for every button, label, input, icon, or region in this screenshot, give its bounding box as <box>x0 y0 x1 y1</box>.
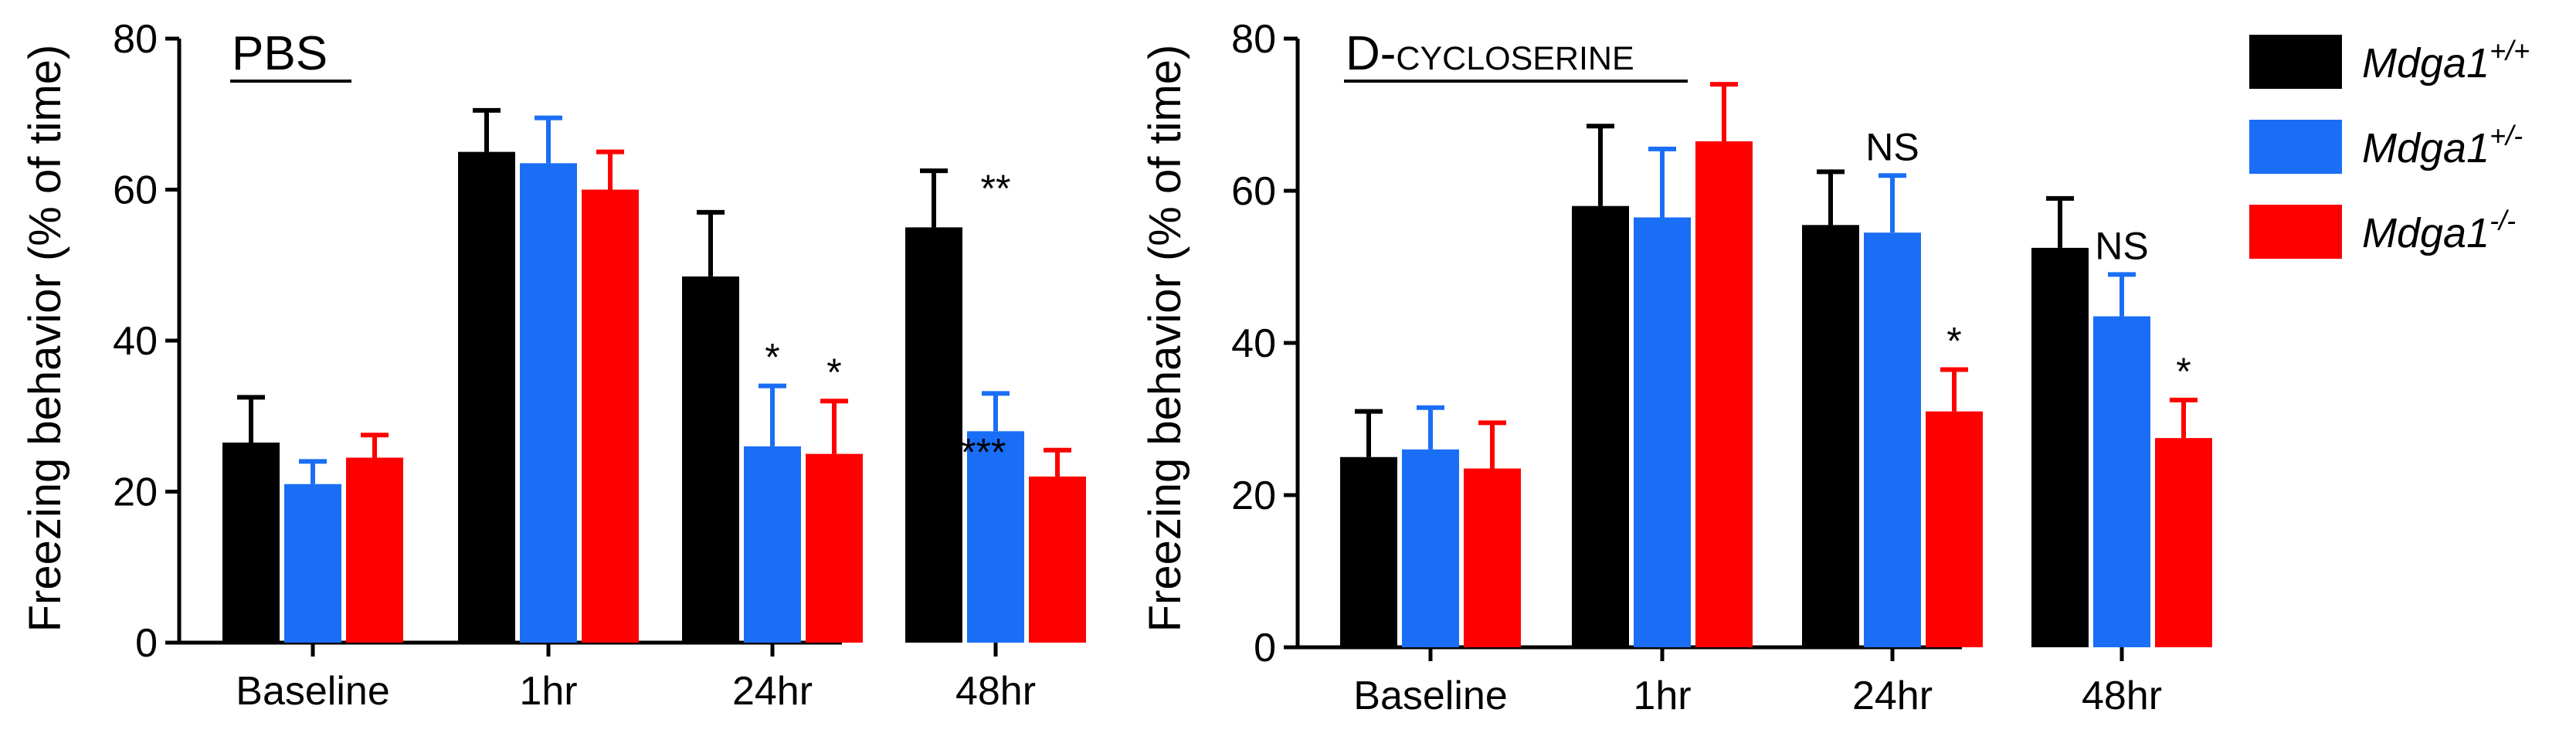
legend-label: Mdga1+/- <box>2362 120 2523 171</box>
bar <box>744 446 801 643</box>
chart-panel-d-cycloserine: Freezing behavior (% of time) D-cycloser… <box>1140 17 2212 718</box>
y-tick-label: 0 <box>135 621 158 666</box>
x-tick-label: 24hr <box>1852 674 1933 718</box>
bar <box>682 276 739 643</box>
bar <box>1572 205 1629 647</box>
bar <box>582 189 639 643</box>
chart-title: PBS <box>232 27 328 80</box>
bar <box>222 442 280 643</box>
x-tick-label: 24hr <box>732 669 813 714</box>
bar <box>1464 468 1521 647</box>
y-tick-label: 40 <box>113 319 158 364</box>
significance-label: ** <box>981 167 1011 210</box>
significance-label: * <box>765 336 779 379</box>
legend-swatch <box>2249 35 2342 89</box>
bar <box>2155 438 2212 647</box>
chart-title: D-cycloserine <box>1346 27 1634 80</box>
x-tick-label: 48hr <box>2082 674 2162 718</box>
y-tick-label: 40 <box>1231 321 1276 366</box>
bar <box>2031 247 2089 647</box>
significance-label: * <box>2176 350 2191 393</box>
bar <box>905 227 962 643</box>
bar <box>1802 225 1859 647</box>
y-axis-label: Freezing behavior (% of time) <box>1140 45 1190 633</box>
bar <box>967 431 1024 643</box>
chart-panel-pbs: Freezing behavior (% of time) PBS 0 20 40 6… <box>20 17 1086 714</box>
x-tick-label: 1hr <box>1633 674 1691 718</box>
y-tick-label: 20 <box>113 470 158 515</box>
significance-label: NS <box>2095 224 2148 267</box>
bar <box>284 484 341 643</box>
y-tick-label: 60 <box>1231 169 1276 214</box>
significance-label: * <box>1946 319 1961 362</box>
y-tick-label: 20 <box>1231 473 1276 518</box>
bar <box>1402 449 1459 647</box>
bar <box>346 457 403 643</box>
x-tick-label: Baseline <box>1353 674 1507 718</box>
x-tick-label: Baseline <box>236 669 389 714</box>
significance-label: *** <box>961 431 1006 474</box>
bar <box>1029 476 1086 643</box>
x-tick-label: 48hr <box>955 669 1036 714</box>
bar <box>520 163 577 643</box>
bar <box>1926 411 1983 647</box>
y-axis-label: Freezing behavior (% of time) <box>20 45 70 633</box>
bar <box>458 151 515 643</box>
y-tick-label: 0 <box>1254 626 1276 670</box>
bar <box>1340 456 1397 647</box>
y-tick-label: 80 <box>1231 17 1276 62</box>
legend-swatch <box>2249 205 2342 259</box>
significance-label: * <box>826 351 841 394</box>
bar <box>1695 141 1753 648</box>
legend-label: Mdga1-/- <box>2362 205 2516 256</box>
y-tick-label: 60 <box>113 168 158 213</box>
bar <box>2093 316 2150 647</box>
x-tick-label: 1hr <box>519 669 577 714</box>
bar <box>806 453 863 643</box>
significance-label: NS <box>1865 125 1919 168</box>
bar <box>1864 232 1921 647</box>
bar <box>1634 217 1691 648</box>
legend-swatch <box>2249 120 2342 174</box>
legend-label: Mdga1+/+ <box>2362 35 2530 87</box>
y-tick-label: 80 <box>113 17 158 62</box>
legend: Mdga1+/+ Mdga1+/- Mdga1-/- <box>2249 35 2530 259</box>
